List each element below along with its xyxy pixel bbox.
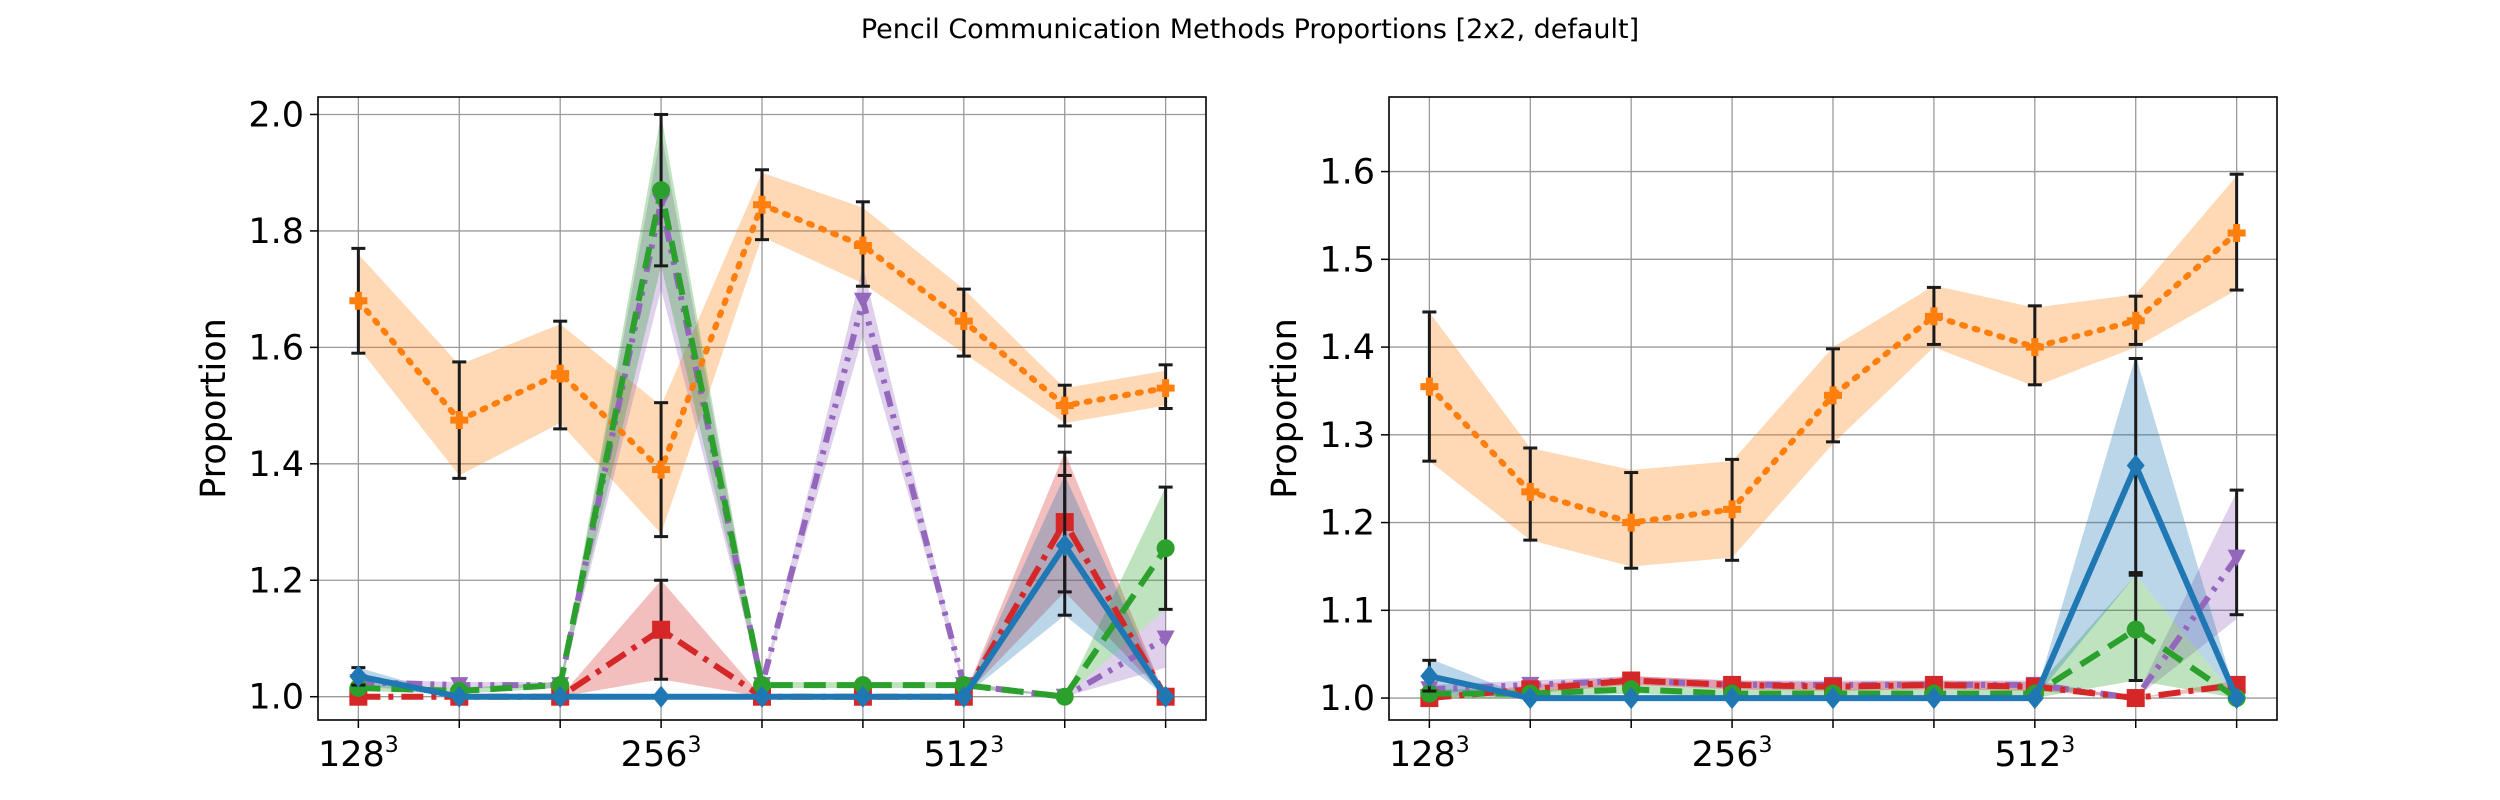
y-axis-label: Proportion xyxy=(1265,318,1305,499)
y-tick-label: 1.2 xyxy=(248,561,304,601)
y-axis-label: Proportion xyxy=(194,318,234,499)
data-point xyxy=(1723,687,1742,710)
data-point xyxy=(2227,687,2246,710)
data-point xyxy=(2227,224,2246,243)
y-tick-label: 1.6 xyxy=(248,328,304,368)
plot-area xyxy=(1420,172,2246,710)
data-point xyxy=(954,685,973,708)
data-point xyxy=(1420,665,1439,688)
data-point xyxy=(2126,454,2145,477)
data-point xyxy=(1156,539,1175,558)
x-tick-label: 5123 xyxy=(1994,733,2075,775)
figure-title: Pencil Communication Methods Proportions… xyxy=(861,14,1639,45)
data-point xyxy=(1521,482,1540,501)
data-point xyxy=(1055,396,1074,415)
data-point xyxy=(551,676,570,695)
data-point xyxy=(652,685,671,708)
series-band xyxy=(1429,491,2237,699)
y-tick-label: 1.1 xyxy=(1319,591,1375,631)
y-tick-label: 1.4 xyxy=(1319,328,1375,368)
data-point xyxy=(1156,630,1175,648)
plot-area xyxy=(349,112,1175,708)
data-point xyxy=(853,676,872,695)
data-point xyxy=(1156,685,1175,708)
x-tick-label: 1283 xyxy=(1389,733,1470,775)
data-point xyxy=(853,685,872,708)
data-point xyxy=(2025,338,2044,357)
data-point xyxy=(1622,513,1641,532)
data-point xyxy=(1420,684,1439,703)
data-point xyxy=(2025,687,2044,710)
data-point xyxy=(753,685,771,708)
data-point xyxy=(2126,620,2145,639)
y-tick-label: 1.2 xyxy=(1319,504,1375,544)
data-point xyxy=(2126,311,2145,330)
data-point xyxy=(753,195,771,214)
data-point xyxy=(450,411,469,430)
x-tick-label: 2563 xyxy=(1692,733,1773,775)
y-tick-label: 2.0 xyxy=(248,95,304,135)
data-point xyxy=(349,291,368,310)
data-point xyxy=(450,685,469,708)
data-point xyxy=(1824,687,1842,710)
axes-frame xyxy=(317,96,1207,721)
data-point xyxy=(2126,689,2145,708)
data-point xyxy=(853,236,872,255)
data-point xyxy=(853,292,872,310)
data-point xyxy=(1521,687,1540,710)
x-tick-label: 2563 xyxy=(621,733,702,775)
y-tick-label: 1.3 xyxy=(1319,416,1375,456)
data-point xyxy=(1824,386,1842,405)
data-point xyxy=(1622,687,1641,710)
y-tick-label: 1.8 xyxy=(248,212,304,252)
chart-left: 1.0 1.2 1.4 1.6 1.8 2.0 1283 2563 5123 Proportion xyxy=(194,95,1207,775)
data-point xyxy=(1723,500,1742,519)
axes-frame xyxy=(1388,96,2278,721)
data-point xyxy=(753,676,771,695)
data-point xyxy=(652,620,671,639)
data-point xyxy=(1156,379,1175,398)
data-point xyxy=(1924,307,1943,326)
data-point xyxy=(1055,687,1074,706)
chart-right: 1.0 1.1 1.2 1.3 1.4 1.5 1.6 1283 2563 5123 Proport… xyxy=(1265,96,2278,775)
data-point xyxy=(1055,534,1074,557)
data-point xyxy=(349,665,368,688)
x-tick-label: 5123 xyxy=(923,733,1004,775)
data-point xyxy=(652,181,671,200)
y-tick-label: 1.5 xyxy=(1319,240,1375,280)
data-point xyxy=(1924,687,1943,710)
y-tick-label: 1.6 xyxy=(1319,153,1375,193)
data-point xyxy=(2227,549,2246,567)
data-point xyxy=(954,312,973,331)
data-point xyxy=(1420,377,1439,396)
data-point xyxy=(551,364,570,383)
x-tick-label: 1283 xyxy=(318,733,399,775)
data-point xyxy=(652,460,671,479)
y-tick-label: 1.0 xyxy=(1319,679,1375,719)
data-point xyxy=(349,678,368,697)
series-line xyxy=(358,187,1169,700)
y-tick-label: 1.4 xyxy=(248,445,304,485)
data-point xyxy=(551,685,570,708)
y-tick-label: 1.0 xyxy=(248,678,304,718)
